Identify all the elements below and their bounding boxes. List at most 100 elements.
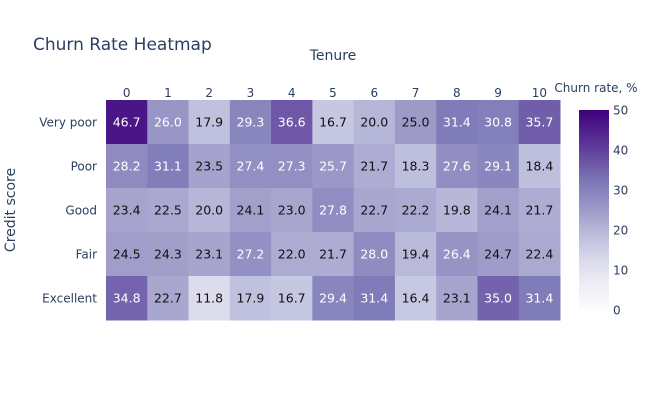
cell-value-label: 23.1 bbox=[443, 291, 471, 306]
cell-value-label: 27.4 bbox=[237, 159, 265, 174]
cell-value-label: 31.4 bbox=[443, 115, 471, 130]
x-tick-label: 4 bbox=[288, 86, 296, 100]
heatmap-cell bbox=[518, 188, 561, 233]
cell-value-label: 22.7 bbox=[360, 203, 388, 218]
heatmap-cell bbox=[106, 144, 148, 189]
cell-value-label: 22.4 bbox=[525, 247, 553, 262]
colorbar bbox=[579, 110, 609, 310]
heatmap-cell bbox=[147, 144, 190, 189]
heatmap-cell bbox=[353, 232, 396, 277]
heatmap-cell bbox=[271, 188, 313, 233]
x-tick-label: 0 bbox=[123, 86, 131, 100]
heatmap-cell bbox=[353, 276, 396, 321]
heatmap-cell bbox=[394, 144, 437, 189]
heatmap-cell bbox=[229, 100, 272, 145]
cell-value-label: 16.7 bbox=[278, 291, 306, 306]
colorbar-tick-label: 20 bbox=[613, 224, 628, 238]
cell-value-label: 11.8 bbox=[195, 291, 223, 306]
y-tick-label: Very poor bbox=[39, 116, 97, 130]
heatmap-cell bbox=[147, 100, 190, 145]
heatmap-cell bbox=[518, 276, 561, 321]
heatmap-cell bbox=[312, 188, 355, 233]
colorbar-tick-label: 40 bbox=[613, 144, 628, 158]
x-axis-title: Tenure bbox=[309, 48, 357, 64]
colorbar-tick-label: 10 bbox=[613, 264, 628, 278]
heatmap-cell bbox=[353, 144, 396, 189]
cell-value-label: 21.7 bbox=[525, 203, 553, 218]
x-tick-label: 3 bbox=[247, 86, 255, 100]
cell-value-label: 21.7 bbox=[319, 247, 347, 262]
heatmap-cell bbox=[353, 100, 396, 145]
cell-value-label: 28.2 bbox=[113, 159, 141, 174]
heatmap-cell bbox=[188, 144, 231, 189]
y-axis-title: Credit score bbox=[3, 168, 19, 252]
y-tick-label: Fair bbox=[76, 248, 97, 262]
cell-value-label: 18.3 bbox=[402, 159, 430, 174]
heatmap-cell bbox=[436, 276, 478, 321]
cell-value-label: 20.0 bbox=[360, 115, 388, 130]
cell-value-label: 22.5 bbox=[154, 203, 182, 218]
cell-value-label: 22.0 bbox=[278, 247, 306, 262]
cell-value-label: 25.7 bbox=[319, 159, 347, 174]
heatmap-cell bbox=[312, 276, 355, 321]
cell-value-label: 20.0 bbox=[195, 203, 223, 218]
cell-value-label: 27.2 bbox=[237, 247, 265, 262]
cell-value-label: 25.0 bbox=[402, 115, 430, 130]
cell-value-label: 24.7 bbox=[484, 247, 512, 262]
x-tick-label: 10 bbox=[532, 86, 547, 100]
heatmap-cell bbox=[394, 188, 437, 233]
x-tick-label: 6 bbox=[370, 86, 378, 100]
cell-value-label: 19.4 bbox=[402, 247, 430, 262]
cell-value-label: 34.8 bbox=[113, 291, 141, 306]
heatmap-cell bbox=[394, 232, 437, 277]
heatmap-cell bbox=[188, 100, 231, 145]
cell-value-label: 29.1 bbox=[484, 159, 512, 174]
cell-value-label: 29.3 bbox=[237, 115, 265, 130]
y-tick-label: Excellent bbox=[42, 292, 97, 306]
cell-value-label: 26.0 bbox=[154, 115, 182, 130]
chart-title: Churn Rate Heatmap bbox=[33, 35, 212, 55]
heatmap-cell bbox=[312, 144, 355, 189]
cell-value-label: 19.8 bbox=[443, 203, 471, 218]
heatmap-cell bbox=[477, 276, 520, 321]
cell-value-label: 18.4 bbox=[525, 159, 553, 174]
cell-value-label: 21.7 bbox=[360, 159, 388, 174]
heatmap-cell bbox=[436, 100, 478, 145]
heatmap-cell bbox=[106, 100, 148, 145]
heatmap-cell bbox=[436, 188, 478, 233]
colorbar-title: Churn rate, % bbox=[554, 81, 637, 95]
cell-value-label: 27.6 bbox=[443, 159, 471, 174]
heatmap-cell bbox=[518, 144, 561, 189]
heatmap-cell bbox=[271, 232, 313, 277]
heatmap-cell bbox=[188, 276, 231, 321]
cell-value-label: 23.0 bbox=[278, 203, 306, 218]
x-tick-label: 9 bbox=[494, 86, 502, 100]
heatmap-cell bbox=[477, 100, 520, 145]
heatmap-cell bbox=[229, 144, 272, 189]
cell-value-label: 22.7 bbox=[154, 291, 182, 306]
x-tick-label: 7 bbox=[412, 86, 420, 100]
cell-value-label: 35.0 bbox=[484, 291, 512, 306]
heatmap-cell bbox=[229, 232, 272, 277]
heatmap-cell bbox=[518, 100, 561, 145]
colorbar-tick-labels: 0 10 20 30 40 50 bbox=[613, 104, 628, 318]
cell-value-label: 24.5 bbox=[113, 247, 141, 262]
x-tick-label: 8 bbox=[453, 86, 461, 100]
heatmap-cell bbox=[312, 232, 355, 277]
heatmap-cell bbox=[188, 232, 231, 277]
heatmap-cell bbox=[271, 276, 313, 321]
y-tick-label: Good bbox=[65, 204, 97, 218]
cell-value-label: 29.4 bbox=[319, 291, 347, 306]
cell-value-label: 28.0 bbox=[360, 247, 388, 262]
cell-value-label: 24.3 bbox=[154, 247, 182, 262]
cell-value-label: 24.1 bbox=[484, 203, 512, 218]
cell-value-label: 31.1 bbox=[154, 159, 182, 174]
heatmap-cell bbox=[477, 144, 520, 189]
heatmap-cell bbox=[106, 276, 148, 321]
colorbar-tick-label: 50 bbox=[613, 104, 628, 118]
heatmap-cell bbox=[271, 100, 313, 145]
cell-value-label: 24.1 bbox=[237, 203, 265, 218]
heatmap-cell bbox=[229, 276, 272, 321]
cell-value-label: 16.4 bbox=[402, 291, 430, 306]
